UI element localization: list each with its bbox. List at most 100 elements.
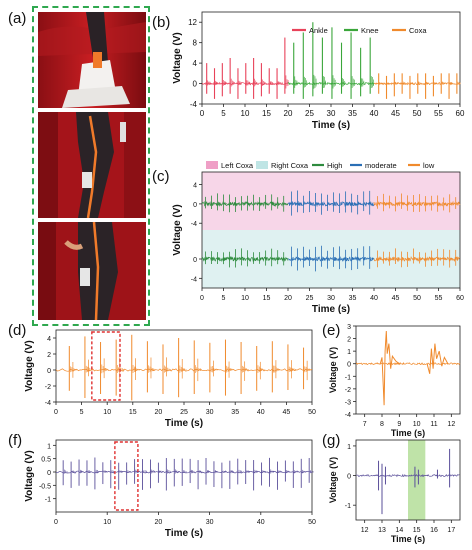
trace-high xyxy=(201,255,289,263)
x-tick-label-f: 20 xyxy=(155,519,163,526)
x-tick-label-f: 10 xyxy=(103,519,111,526)
panel-label-a: (a) xyxy=(8,10,27,27)
highlight-box-f xyxy=(114,441,139,511)
x-tick-label-d: 20 xyxy=(155,409,163,416)
legend-swatch-right-coxa xyxy=(256,161,268,169)
y-tick-label-b: 0 xyxy=(193,80,198,89)
x-tick-label-g: 17 xyxy=(447,527,455,534)
x-tick-label-d: 40 xyxy=(257,409,265,416)
y-tick-label-e: 2 xyxy=(347,337,351,344)
plot-frame-b xyxy=(201,11,461,105)
y-tick-label-e: 0 xyxy=(347,362,351,369)
trace-low xyxy=(373,200,461,207)
x-tick-label-g: 12 xyxy=(361,527,369,534)
x-tick-label-e: 12 xyxy=(447,421,455,428)
y-tick-label-d: -4 xyxy=(45,400,51,407)
x-axis-label-e: Time (s) xyxy=(391,428,425,438)
x-tick-label-c: 60 xyxy=(456,295,464,302)
y-tick-label-g: -1 xyxy=(345,503,351,510)
x-tick-label-c: 0 xyxy=(200,295,204,302)
y-axis-label-b: Voltage (V) xyxy=(172,32,183,83)
legend-label-coxa: Coxa xyxy=(409,26,427,35)
y-tick-label-e: -2 xyxy=(345,387,351,394)
x-tick-label-d: 10 xyxy=(103,409,111,416)
legend-label-low: low xyxy=(423,161,435,170)
x-tick-label-f: 40 xyxy=(257,519,265,526)
y-tick-label-f: 0 xyxy=(47,470,51,477)
x-tick-label-b: 30 xyxy=(327,109,336,118)
y-tick-label-d: 4 xyxy=(47,336,51,343)
x-tick-label-g: 14 xyxy=(395,527,403,534)
x-tick-label-c: 35 xyxy=(349,295,357,302)
legend-label-knee: Knee xyxy=(361,26,379,35)
photo-ankle-sensor xyxy=(38,12,146,108)
x-tick-label-c: 5 xyxy=(222,295,226,302)
legend-label-moderate: moderate xyxy=(365,161,397,170)
y-tick-label-e: -1 xyxy=(345,374,351,381)
x-tick-label-b: 0 xyxy=(200,109,205,118)
trace-orange xyxy=(355,361,461,366)
plot-frame-e xyxy=(355,325,461,415)
legend-label-left-coxa: Left Coxa xyxy=(221,161,254,170)
x-axis-label-c: Time (s) xyxy=(312,304,350,315)
y-tick-label-b: 8 xyxy=(193,39,198,48)
x-tick-label-c: 15 xyxy=(263,295,271,302)
x-tick-label-e: 7 xyxy=(363,421,367,428)
x-tick-label-g: 16 xyxy=(430,527,438,534)
x-tick-label-e: 8 xyxy=(380,421,384,428)
x-tick-label-d: 50 xyxy=(308,409,316,416)
x-tick-label-c: 45 xyxy=(392,295,400,302)
x-tick-label-e: 9 xyxy=(397,421,401,428)
x-tick-label-b: 40 xyxy=(370,109,379,118)
trace-purple xyxy=(355,473,460,478)
y-tick-label-c: 4 xyxy=(193,183,197,190)
y-tick-label-f: -1 xyxy=(45,497,51,504)
y-tick-label-b: 4 xyxy=(193,59,198,68)
trace-moderate xyxy=(287,256,375,262)
y-tick-label-e: 1 xyxy=(347,349,351,356)
panel-label-e: (e) xyxy=(322,322,341,339)
event-peak-1 xyxy=(379,330,400,406)
x-axis-label-d: Time (s) xyxy=(165,418,203,429)
plot-frame-d xyxy=(55,329,313,403)
x-tick-label-c: 25 xyxy=(306,295,314,302)
x-tick-label-g: 13 xyxy=(378,527,386,534)
x-tick-label-b: 35 xyxy=(348,109,357,118)
y-axis-label-g: Voltage (V) xyxy=(328,457,338,503)
panel-label-d: (d) xyxy=(8,322,27,339)
highlight-band-g xyxy=(408,440,426,520)
trace-moderate xyxy=(287,200,375,208)
event-peak-2 xyxy=(426,343,449,374)
photo-knee-sensor xyxy=(38,112,146,218)
y-axis-label-d: Voltage (V) xyxy=(24,340,35,391)
y-tick-label-f: 1 xyxy=(47,443,51,450)
plot-frame-c xyxy=(201,171,461,289)
y-tick-label-e: 3 xyxy=(347,324,351,331)
x-tick-label-c: 10 xyxy=(241,295,249,302)
x-tick-label-c: 40 xyxy=(370,295,378,302)
x-tick-label-f: 50 xyxy=(308,519,316,526)
x-tick-label-d: 25 xyxy=(180,409,188,416)
x-tick-label-b: 50 xyxy=(413,109,422,118)
x-tick-label-d: 5 xyxy=(80,409,84,416)
x-tick-label-c: 50 xyxy=(413,295,421,302)
x-tick-label-d: 15 xyxy=(129,409,137,416)
y-tick-label-e: -4 xyxy=(345,412,351,419)
legend-label-ankle: Ankle xyxy=(309,26,328,35)
baseline-knee xyxy=(287,81,375,86)
right-coxa-band xyxy=(202,230,460,288)
y-tick-label-c: -4 xyxy=(191,276,197,283)
y-axis-label-e: Voltage (V) xyxy=(328,347,338,393)
y-axis-label-f: Voltage (V) xyxy=(24,450,35,501)
x-tick-label-c: 20 xyxy=(284,295,292,302)
x-tick-label-d: 30 xyxy=(206,409,214,416)
trace-orange xyxy=(55,368,313,372)
panel-label-b: (b) xyxy=(152,14,171,31)
x-tick-label-c: 55 xyxy=(435,295,443,302)
y-tick-label-d: 0 xyxy=(47,368,51,375)
x-tick-label-b: 60 xyxy=(456,109,465,118)
plot-frame-g xyxy=(355,439,461,521)
baseline-coxa xyxy=(373,81,461,86)
highlight-box-d xyxy=(91,331,121,401)
trace-purple xyxy=(55,470,313,474)
